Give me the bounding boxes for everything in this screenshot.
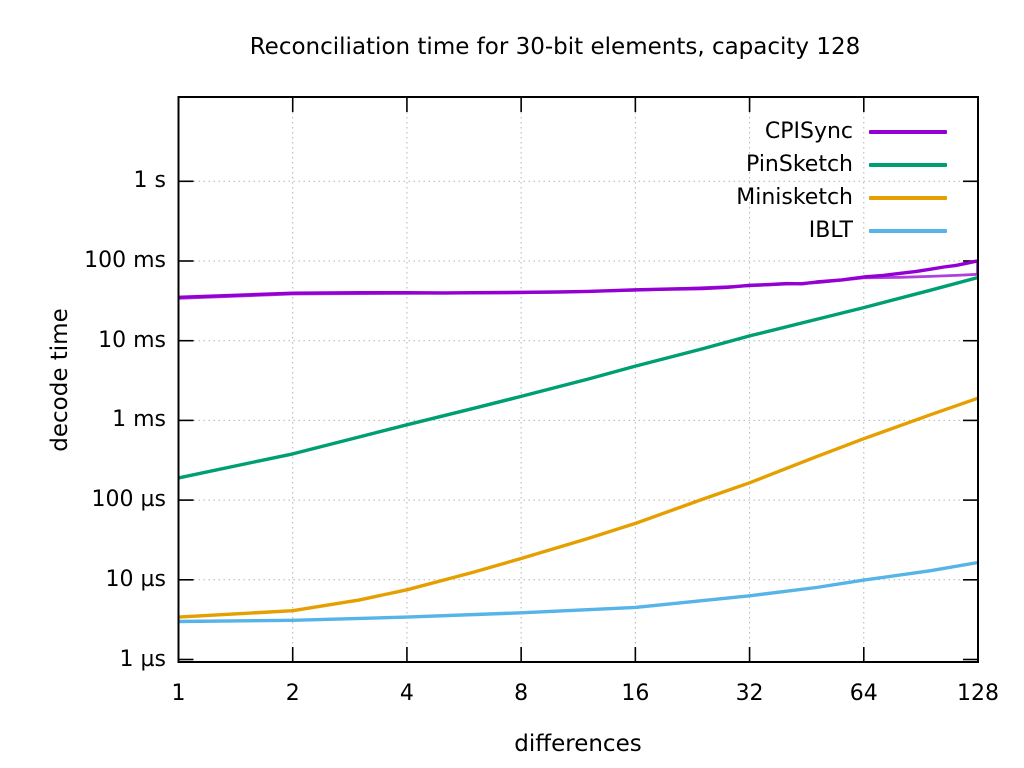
gridlines <box>178 97 978 662</box>
legend-label-pinsketch: PinSketch <box>746 152 853 177</box>
series-line-iblt <box>178 560 979 624</box>
plot-border <box>177 96 979 663</box>
y-tick-label: 1 s <box>133 168 166 194</box>
x-tick-label: 16 <box>621 681 650 706</box>
legend-label-cpisync: CPISync <box>764 119 853 144</box>
y-tick-label: 10 µs <box>105 566 166 592</box>
x-axis-label: differences <box>514 731 642 757</box>
series-line-cpisync <box>178 272 979 300</box>
x-tick-label: 64 <box>849 681 878 706</box>
x-tick-label: 2 <box>285 681 300 706</box>
x-tick-label: 128 <box>957 681 999 706</box>
y-tick-label: 10 ms <box>98 327 166 353</box>
y-tick-label: 1 µs <box>119 646 166 672</box>
legend-label-iblt: IBLT <box>808 218 853 243</box>
chart-title: Reconciliation time for 30-bit elements,… <box>249 34 861 60</box>
y-tick-label: 1 ms <box>112 407 166 433</box>
legend-line-sample-minisketch <box>869 196 947 200</box>
legend-line-sample-pinsketch <box>869 163 947 167</box>
y-tick-label: 100 µs <box>91 487 166 513</box>
legend-line-sample-iblt <box>869 229 947 233</box>
series-line-pinsketch <box>178 275 979 480</box>
legend-label-minisketch: Minisketch <box>736 185 853 210</box>
legend-line-sample-cpisync <box>869 130 947 134</box>
x-tick-label: 8 <box>514 681 529 706</box>
y-tick-label: 100 ms <box>84 248 166 273</box>
series-lines <box>178 259 979 624</box>
x-tick-label: 32 <box>735 681 764 706</box>
series-line-minisketch <box>178 396 979 619</box>
x-tick-label: 4 <box>399 681 414 706</box>
x-tick-label: 1 <box>171 681 186 706</box>
tick-marks <box>177 97 979 662</box>
